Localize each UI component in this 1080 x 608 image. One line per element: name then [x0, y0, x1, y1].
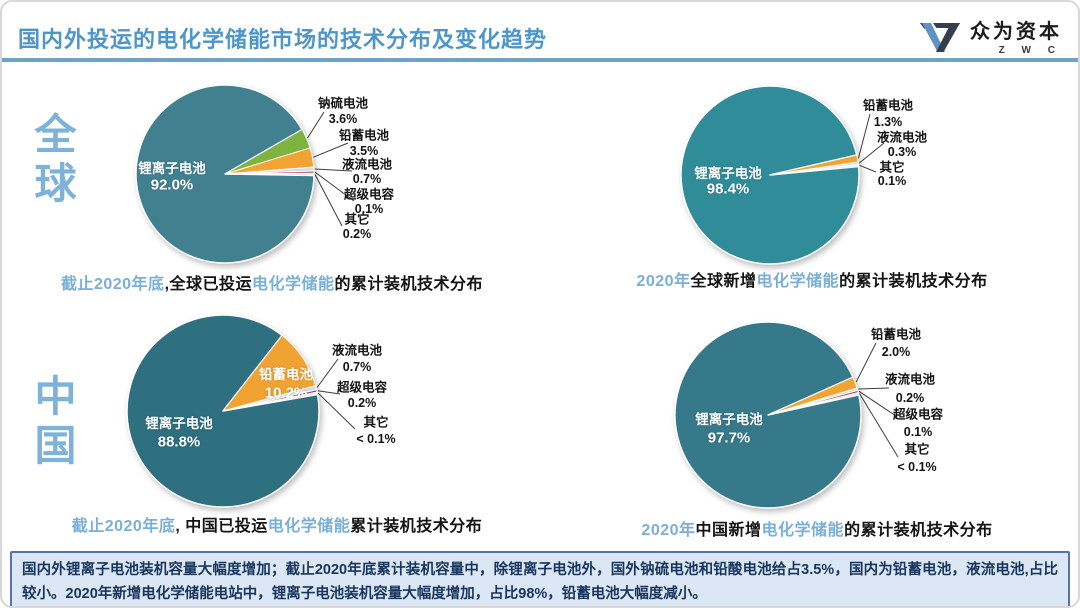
leader-line-other — [314, 174, 343, 227]
caption-part: 的累计装机技术分布 — [844, 522, 993, 539]
caption-part: 截止2020年底 — [71, 518, 176, 535]
pie-label-lithium-ion-battery: 锂离子电池 — [695, 412, 763, 427]
pie-label-supercapacitor: 超级电容 — [343, 187, 395, 202]
logo: 众为资本 Z W C — [920, 16, 1062, 56]
caption-part: 电化学储能 — [252, 276, 335, 293]
pie-value-lithium-ion-battery: 97.7% — [707, 429, 751, 447]
leader-line-flow-battery — [858, 387, 890, 390]
pie-value-flow-battery: 0.3% — [887, 145, 917, 159]
pie-value-flow-battery: 0.7% — [352, 172, 382, 186]
pie-slice-other — [222, 391, 319, 412]
pie-label-lead-acid-battery: 铅蓄电池 — [259, 367, 313, 382]
pie-slice-other — [767, 392, 860, 416]
pie-label-other: 其它 — [363, 415, 389, 430]
caption-part: 电化学储能 — [267, 518, 351, 535]
pie-value-other: < 0.1% — [356, 432, 396, 446]
pie-value-lithium-ion-battery: 98.4% — [706, 180, 750, 198]
leader-line-lead-acid-battery — [855, 342, 877, 383]
leader-line-flow-battery — [858, 142, 885, 164]
leader-line-lead-acid-battery — [313, 142, 349, 158]
caption-part: 全球新增 — [690, 273, 757, 290]
pie-value-lead-acid-battery: 2.0% — [881, 345, 911, 359]
caption-part: ,全球已投运 — [164, 276, 253, 293]
leader-line-other — [859, 164, 877, 173]
pie-label-supercapacitor: 超级电容 — [892, 407, 944, 422]
pie-label-sodium-sulfur-battery: 钠硫电池 — [317, 96, 369, 111]
pie-value-sodium-sulfur-battery: 3.6% — [328, 112, 358, 126]
pie-value-other: < 0.1% — [897, 460, 937, 474]
pie-china-new-2020 — [674, 321, 862, 509]
row-label-china: 中国 — [29, 374, 76, 472]
chart-caption-global-cumulative: 截止2020年底,全球已投运电化学储能的累计装机技术分布 — [42, 270, 502, 294]
pie-value-other: 0.1% — [877, 174, 907, 188]
leader-line-supercapacitor — [858, 390, 897, 417]
pie-label-lead-acid-battery: 铅蓄电池 — [870, 327, 922, 342]
pie-value-lead-acid-battery: 10.2% — [264, 384, 308, 402]
leader-line-flow-battery — [316, 358, 339, 388]
leader-line-other — [317, 392, 356, 430]
caption-part: 2020年 — [636, 273, 691, 290]
leader-line-other — [859, 393, 899, 458]
logo-name: 众为资本 — [970, 21, 1062, 43]
pie-value-other: 0.2% — [342, 227, 372, 241]
pie-label-supercapacitor: 超级电容 — [336, 380, 388, 395]
caption-part: 2020年 — [641, 522, 696, 539]
summary-box: 国内外锂离子电池装机容量大幅度增加；截止2020年底累计装机容量中，除锂离子电池… — [10, 551, 1070, 606]
pie-label-flow-battery: 液流电池 — [884, 372, 936, 387]
logo-abbr: Z W C — [998, 45, 1062, 56]
chart-caption-global-new-2020: 2020年全球新增电化学储能的累计装机技术分布 — [602, 267, 1022, 291]
caption-part: 电化学储能 — [756, 273, 840, 290]
chart-caption-china-cumulative: 截止2020年底, 中国已投运电化学储能累计装机技术分布 — [42, 512, 512, 536]
pie-label-flow-battery: 液流电池 — [876, 130, 928, 145]
leader-line-supercapacitor — [314, 171, 355, 202]
pie-label-flow-battery: 液流电池 — [331, 343, 383, 358]
header-divider — [2, 58, 1078, 62]
chart-caption-china-new-2020: 2020年中国新增电化学储能的累计装机技术分布 — [607, 516, 1027, 540]
pie-value-lithium-ion-battery: 88.8% — [157, 433, 201, 451]
caption-part: 的累计装机技术分布 — [839, 273, 988, 290]
caption-part: 截止2020年底 — [60, 276, 165, 293]
pie-value-lithium-ion-battery: 92.0% — [150, 176, 194, 194]
pie-label-other: 其它 — [904, 442, 930, 457]
pie-value-supercapacitor: 0.1% — [903, 425, 933, 439]
logo-text: 众为资本 Z W C — [970, 16, 1062, 56]
pie-global-new-2020 — [680, 85, 860, 265]
leader-line-flow-battery — [314, 168, 353, 172]
zwc-logo-icon — [920, 23, 960, 52]
pie-label-lead-acid-battery: 铅蓄电池 — [338, 128, 390, 143]
pie-global-cumulative — [135, 84, 315, 264]
caption-part: , 中国已投运 — [175, 518, 268, 535]
pie-label-lithium-ion-battery: 锂离子电池 — [145, 416, 213, 431]
pie-value-lead-acid-battery: 1.3% — [873, 115, 903, 129]
caption-part: 累计装机技术分布 — [350, 518, 483, 535]
pie-label-lithium-ion-battery: 锂离子电池 — [138, 161, 206, 176]
pie-value-supercapacitor: 0.2% — [347, 396, 377, 410]
page-title: 国内外投运的电化学储能市场的技术分布及变化趋势 — [18, 27, 548, 52]
pie-label-lead-acid-battery: 铅蓄电池 — [862, 98, 914, 113]
pie-slice-other — [224, 172, 315, 176]
leader-line-sodium-sulfur-battery — [307, 111, 325, 139]
pie-value-lead-acid-battery: 3.5% — [349, 144, 379, 158]
pie-value-flow-battery: 0.7% — [342, 360, 372, 374]
leader-line-supercapacitor — [317, 390, 341, 395]
caption-part: 电化学储能 — [761, 522, 845, 539]
leader-line-lead-acid-battery — [857, 113, 871, 159]
caption-part: 的累计装机技术分布 — [334, 276, 484, 293]
pie-slice-other — [769, 163, 860, 176]
pie-value-flow-battery: 0.2% — [895, 391, 925, 405]
pie-label-other: 其它 — [344, 212, 370, 227]
pie-china-cumulative — [126, 314, 320, 508]
row-label-global: 全球 — [29, 112, 76, 210]
pie-value-supercapacitor: 0.1% — [354, 202, 384, 216]
caption-part: 中国新增 — [695, 522, 762, 539]
summary-text: 国内外锂离子电池装机容量大幅度增加；截止2020年底累计装机容量中，除锂离子电池… — [22, 562, 1058, 602]
pie-label-flow-battery: 液流电池 — [341, 157, 393, 172]
pie-label-lithium-ion-battery: 锂离子电池 — [694, 166, 762, 181]
pie-label-other: 其它 — [879, 160, 905, 175]
